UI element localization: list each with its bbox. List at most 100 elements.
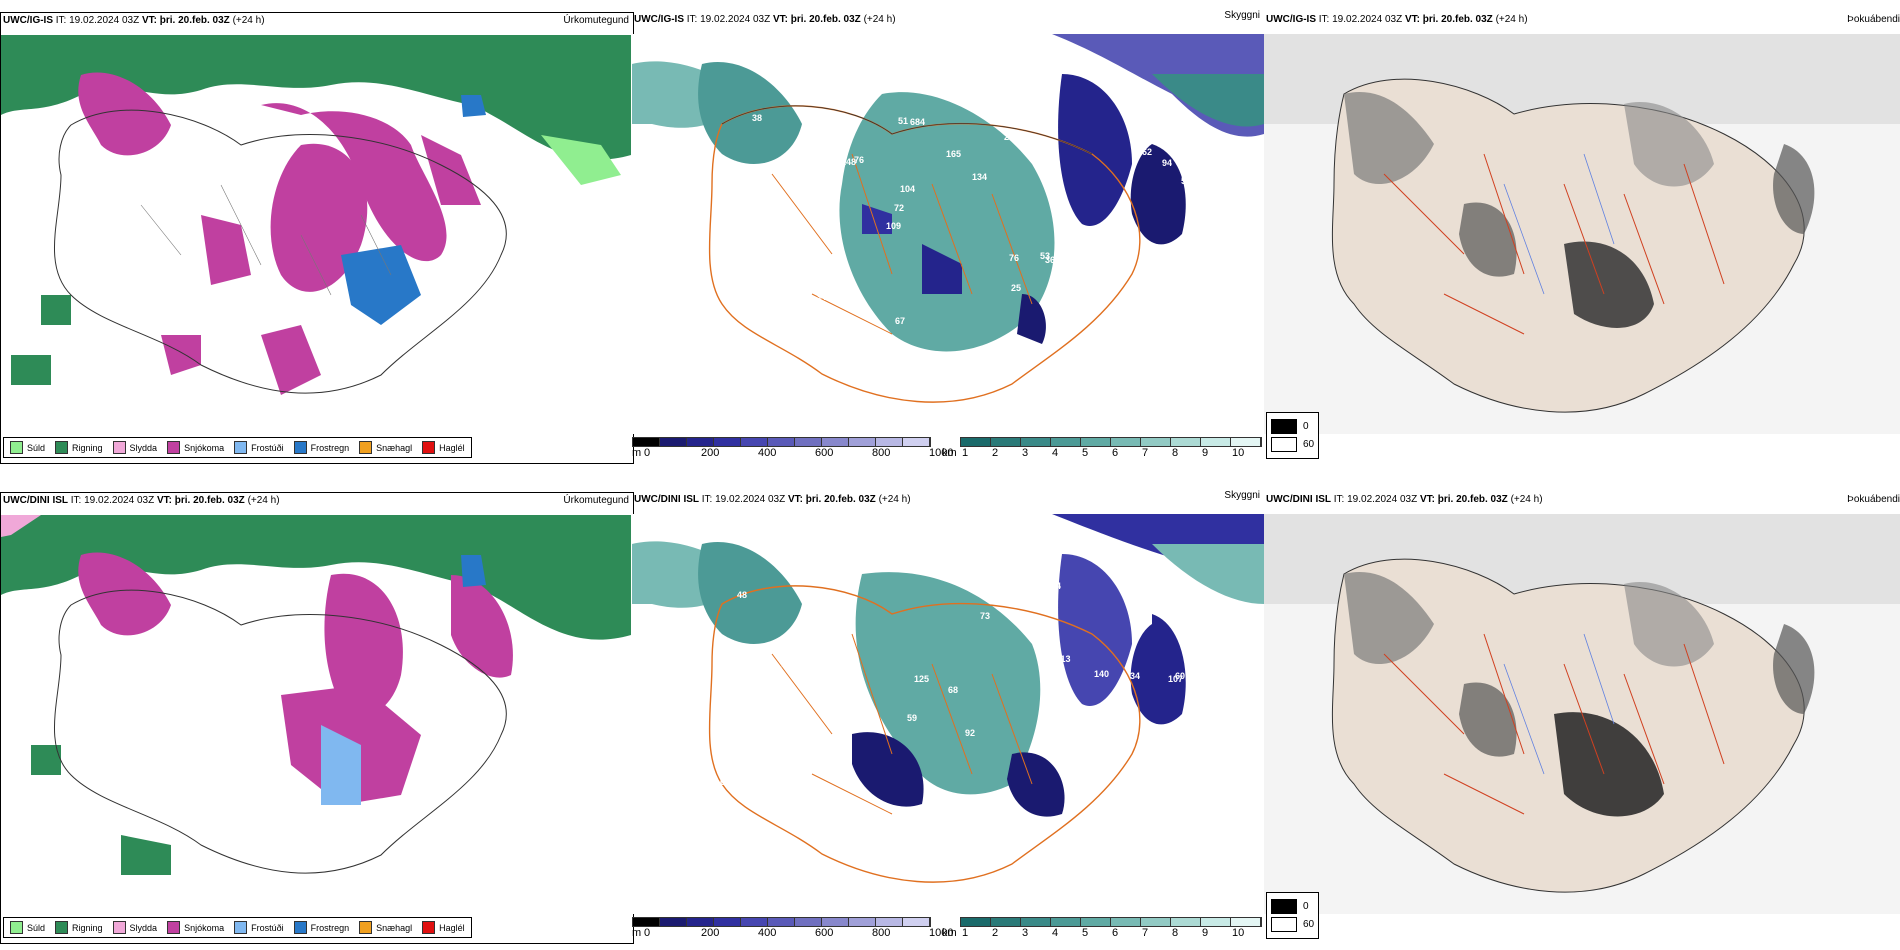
visibility-value: 177 (864, 540, 879, 550)
legend-swatch (359, 921, 373, 934)
km-unit: km (942, 447, 957, 459)
colorbar-seg (1171, 438, 1201, 446)
m-tick: 200 (701, 927, 720, 939)
visibility-value: 79 (983, 862, 993, 872)
legend-item: Haglél (422, 441, 465, 454)
panel-type: Skyggni (1224, 490, 1260, 501)
km-tick: 10 (1232, 447, 1245, 459)
colorbar-seg (1021, 438, 1051, 446)
visibility-value: 34 (1130, 671, 1140, 681)
legend-swatch (422, 921, 436, 934)
colorbar-seg (687, 438, 714, 446)
panel-top-left: UWC/IG-IS IT: 19.02.2024 03Z VT: þri. 20… (0, 12, 634, 464)
panel-header: UWC/IG-IS IT: 19.02.2024 03Z VT: þri. 20… (634, 14, 896, 25)
legend-label: Snæhagl (376, 922, 413, 933)
colorbar-seg (795, 918, 822, 926)
km-tick: 1 (962, 447, 969, 459)
km-tick: 7 (1142, 447, 1149, 459)
legend-label: Haglél (439, 442, 465, 453)
visibility-value: 148 (841, 157, 856, 167)
visibility-value: 162 (1137, 147, 1152, 157)
precip-legend: Súld Rigning Slydda Snjókoma Frostúði Frostre… (3, 917, 472, 938)
legend-swatch (112, 441, 126, 454)
m-tick: 0 (644, 447, 651, 459)
visibility-value: 73 (760, 698, 770, 708)
legend-swatch (234, 441, 248, 454)
legend-item: Slydda (112, 441, 157, 454)
legend-swatch (10, 921, 23, 934)
colorbar-seg (991, 918, 1021, 926)
colorbar-seg (849, 438, 876, 446)
m-labels: m 0 200 400 600 800 1000 (632, 927, 953, 941)
visibility-value: 284 (1092, 359, 1107, 369)
visibility-value: 68 (971, 863, 981, 873)
m-colorbar (632, 917, 931, 927)
m-tick: 600 (815, 447, 834, 459)
panel-header: UWC/IG-IS IT: 19.02.2024 03Z VT: þri. 20… (1266, 14, 1528, 25)
visibility-value: 183 (801, 331, 816, 341)
visibility-value: 72 (949, 377, 959, 387)
visibility-value: 94 (1162, 158, 1172, 168)
legend-item: Rigning (55, 441, 103, 454)
colorbar-seg (741, 438, 768, 446)
legend-label: Snæhagl (376, 442, 413, 453)
legend-swatch (293, 921, 307, 934)
km-tick: 3 (1022, 447, 1029, 459)
visibility-value: 684 (910, 117, 925, 127)
legend-swatch (112, 921, 126, 934)
visibility-value: 36 (1045, 255, 1055, 265)
km-tick: 6 (1112, 447, 1119, 459)
precip-map (1, 515, 631, 915)
visibility-value: 223 (790, 169, 805, 179)
visibility-value: 134 (972, 172, 987, 182)
km-tick: 6 (1112, 927, 1119, 939)
visibility-value: 92 (965, 728, 975, 738)
colorbar-seg (822, 438, 849, 446)
legend-item: Haglél (422, 921, 465, 934)
visibility-value: 76 (1009, 253, 1019, 263)
colorbar-seg (1081, 918, 1111, 926)
legend-swatch (167, 441, 181, 454)
visibility-value: 172 (813, 118, 828, 128)
visibility-value: 107 (1168, 674, 1183, 684)
visibility-value: 55 (1181, 176, 1191, 186)
visibility-value: 77 (753, 848, 763, 858)
visibility-colorbar: m 0 200 400 600 800 1000 km 1 2 3 4 5 6 7 8 9 10 (632, 437, 1264, 461)
panel-type: Úrkomutegund (563, 495, 629, 506)
visibility-value: 234 (1046, 581, 1061, 591)
visibility-value: 76 (854, 155, 864, 165)
km-tick: 8 (1172, 927, 1179, 939)
visibility-value: 200 (726, 345, 741, 355)
fog-legend: 0 60 (1266, 892, 1320, 939)
colorbar-seg (1201, 438, 1231, 446)
m-tick: 1000 (929, 927, 954, 939)
km-tick: 1 (962, 927, 969, 939)
visibility-value: 60 (1175, 671, 1185, 681)
km-tick: 4 (1052, 927, 1059, 939)
legend-item: Snæhagl (359, 921, 412, 934)
km-tick: 4 (1052, 447, 1059, 459)
legend-label: Frostúði (251, 442, 284, 453)
km-tick: 2 (992, 447, 999, 459)
visibility-value: 96 (750, 650, 760, 660)
visibility-value: 109 (886, 221, 901, 231)
m-unit: m (632, 447, 642, 459)
colorbar-seg (1141, 438, 1171, 446)
km-labels: km 1 2 3 4 5 6 7 8 9 10 (942, 447, 1262, 461)
m-tick: 600 (815, 927, 834, 939)
colorbar-seg (961, 918, 991, 926)
km-colorbar (960, 917, 1262, 927)
legend-item: Snæhagl (359, 441, 412, 454)
colorbar-seg (1081, 438, 1111, 446)
colorbar-seg (1201, 918, 1231, 926)
panel-type: Þokuábendi (1847, 494, 1900, 505)
legend-label: Frostregn (310, 922, 350, 933)
legend-label: Snjókoma (184, 922, 225, 933)
colorbar-seg (795, 438, 822, 446)
panel-header: UWC/DINI ISL IT: 19.02.2024 03Z VT: þri.… (1266, 494, 1543, 505)
legend-swatch (10, 441, 23, 454)
visibility-value: 140 (1094, 669, 1109, 679)
colorbar-seg (687, 918, 714, 926)
legend-item: Súld (10, 441, 45, 454)
legend-label: Rigning (72, 922, 103, 933)
